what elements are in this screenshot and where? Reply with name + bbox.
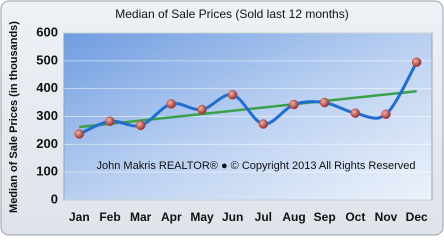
chart-title: Median of Sale Prices (Sold last 12 mont… <box>115 7 348 21</box>
marker <box>381 109 391 120</box>
marker <box>411 57 422 67</box>
x-tick-label: Mar <box>130 210 152 224</box>
marker <box>289 99 299 110</box>
marker <box>319 97 330 108</box>
x-tick-label: Feb <box>99 210 120 224</box>
x-tick-label: Oct <box>345 210 365 224</box>
x-tick-label: Jan <box>69 210 90 224</box>
y-tick-label: 0 <box>51 191 58 206</box>
marker <box>105 116 115 126</box>
x-tick-label: Jun <box>222 210 243 224</box>
x-tick-label: Apr <box>161 210 182 224</box>
marker <box>74 129 85 139</box>
marker <box>135 120 146 131</box>
annotation: John Makris REALTOR® ● © Copyright 2013 … <box>97 160 416 172</box>
y-tick-label: 500 <box>36 52 58 67</box>
marker <box>258 119 269 129</box>
x-tick-label: Nov <box>375 210 398 224</box>
x-tick-label: May <box>190 210 214 224</box>
y-tick-label: 300 <box>36 108 58 123</box>
chart: Median of Sale Prices (Sold last 12 mont… <box>0 0 444 236</box>
y-axis-label: Median of Sale Prices (in thousands) <box>8 21 20 213</box>
y-tick-label: 400 <box>36 80 58 95</box>
x-tick-label: Dec <box>406 210 428 224</box>
x-tick-label: Jul <box>255 210 272 224</box>
marker <box>350 108 361 118</box>
marker <box>227 90 238 100</box>
y-tick-label: 600 <box>36 24 58 39</box>
y-tick-label: 100 <box>36 164 58 179</box>
y-tick-label: 200 <box>36 136 58 151</box>
marker <box>197 104 207 115</box>
x-tick-label: Sep <box>314 210 336 224</box>
marker <box>166 99 177 109</box>
x-tick-label: Aug <box>282 210 305 224</box>
